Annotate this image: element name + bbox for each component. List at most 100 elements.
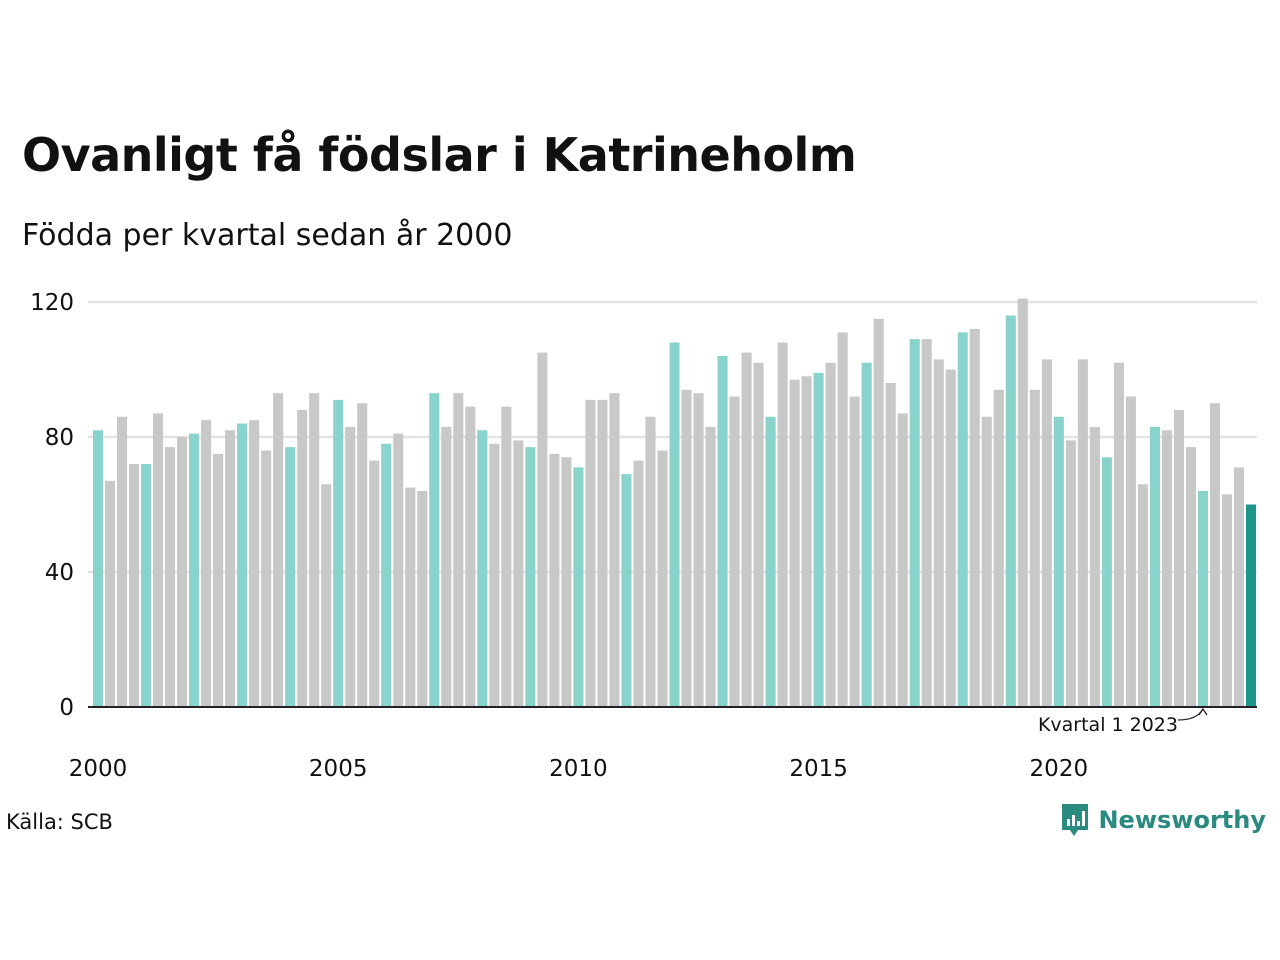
bar	[177, 437, 188, 707]
bar	[717, 356, 728, 707]
bar	[1185, 447, 1196, 708]
bar	[1233, 467, 1245, 708]
bar	[345, 426, 356, 708]
bar	[621, 474, 632, 708]
source-note: Källa: SCB	[6, 810, 113, 834]
annotation: Kvartal 1 2023	[1038, 707, 1208, 736]
bar	[429, 393, 440, 708]
bar	[597, 399, 608, 708]
bar	[1101, 457, 1112, 707]
brand-name: Newsworthy	[1098, 806, 1266, 834]
bar	[1149, 426, 1160, 708]
bar	[837, 332, 848, 708]
bar	[933, 359, 944, 708]
bar	[1137, 484, 1148, 707]
bar	[681, 389, 692, 707]
bar	[165, 447, 176, 708]
bar	[297, 410, 308, 707]
bar	[213, 453, 224, 708]
bar	[549, 453, 560, 708]
y-tick-label: 120	[30, 290, 74, 316]
bar	[993, 389, 1004, 707]
bar	[1005, 315, 1016, 707]
bar	[669, 342, 680, 707]
bar	[801, 376, 812, 707]
bar	[825, 362, 836, 707]
bar	[104, 480, 116, 708]
annotation-arrowhead	[1198, 707, 1208, 716]
chart-title: Ovanligt få födslar i Katrineholm	[22, 128, 857, 182]
x-tick-label: 2010	[549, 756, 608, 782]
bar	[1053, 416, 1064, 707]
bar	[501, 406, 512, 708]
bar	[657, 450, 668, 707]
bar	[225, 430, 236, 707]
bar	[1197, 491, 1208, 707]
bar	[465, 406, 476, 708]
bar	[897, 413, 908, 708]
tick-labels: 0 40 80 120 2000 2005 2010 2015 2020	[30, 290, 1088, 782]
bar	[909, 339, 920, 708]
x-tick-label: 2020	[1030, 756, 1089, 782]
bar	[261, 450, 272, 707]
bar	[1173, 410, 1184, 707]
bar	[585, 399, 596, 708]
bar	[1209, 403, 1221, 707]
bar	[405, 487, 416, 708]
annotation-label: Kvartal 1 2023	[1038, 714, 1178, 736]
bar	[1221, 494, 1233, 708]
bar	[1113, 362, 1124, 707]
bar	[789, 379, 800, 708]
bar	[1041, 359, 1052, 708]
bar	[417, 491, 428, 707]
brand-logo[interactable]: Newsworthy	[1060, 802, 1266, 838]
bar-chart-bubble-icon	[1062, 804, 1089, 836]
bar	[201, 420, 212, 708]
x-tick-label: 2005	[309, 756, 368, 782]
bar	[1161, 430, 1172, 707]
bar	[945, 369, 956, 707]
bars	[92, 298, 1257, 708]
bar	[393, 433, 404, 708]
bar	[513, 440, 524, 708]
bar	[525, 447, 536, 708]
bar	[1245, 504, 1257, 707]
bar	[128, 464, 140, 707]
bar	[141, 464, 152, 707]
bar	[441, 426, 452, 708]
bar	[1065, 440, 1076, 708]
y-tick-label: 0	[59, 695, 74, 721]
bar	[873, 318, 884, 708]
bar	[849, 396, 860, 707]
bar	[561, 457, 572, 707]
bar	[369, 460, 380, 708]
bar	[116, 416, 128, 707]
bar	[273, 393, 284, 708]
bar	[477, 430, 488, 707]
bar	[333, 399, 344, 708]
bar	[573, 467, 584, 708]
x-tick-label: 2000	[69, 756, 128, 782]
bar	[645, 416, 656, 707]
bar	[1089, 426, 1100, 708]
bar	[453, 393, 464, 708]
bar	[357, 403, 368, 707]
bar	[969, 329, 980, 707]
bar	[777, 342, 788, 707]
bar	[489, 443, 500, 707]
bar	[381, 443, 392, 707]
bar	[753, 362, 764, 707]
bar	[765, 416, 776, 707]
bar	[1077, 359, 1088, 708]
bar	[189, 433, 200, 708]
bar	[237, 423, 248, 707]
bar	[633, 460, 644, 708]
bar	[861, 362, 872, 707]
bar	[537, 352, 548, 708]
bar	[921, 339, 932, 708]
bar	[729, 396, 740, 707]
bar	[1125, 396, 1136, 707]
bar	[609, 393, 620, 708]
bar	[1029, 389, 1040, 707]
x-tick-label: 2015	[789, 756, 848, 782]
